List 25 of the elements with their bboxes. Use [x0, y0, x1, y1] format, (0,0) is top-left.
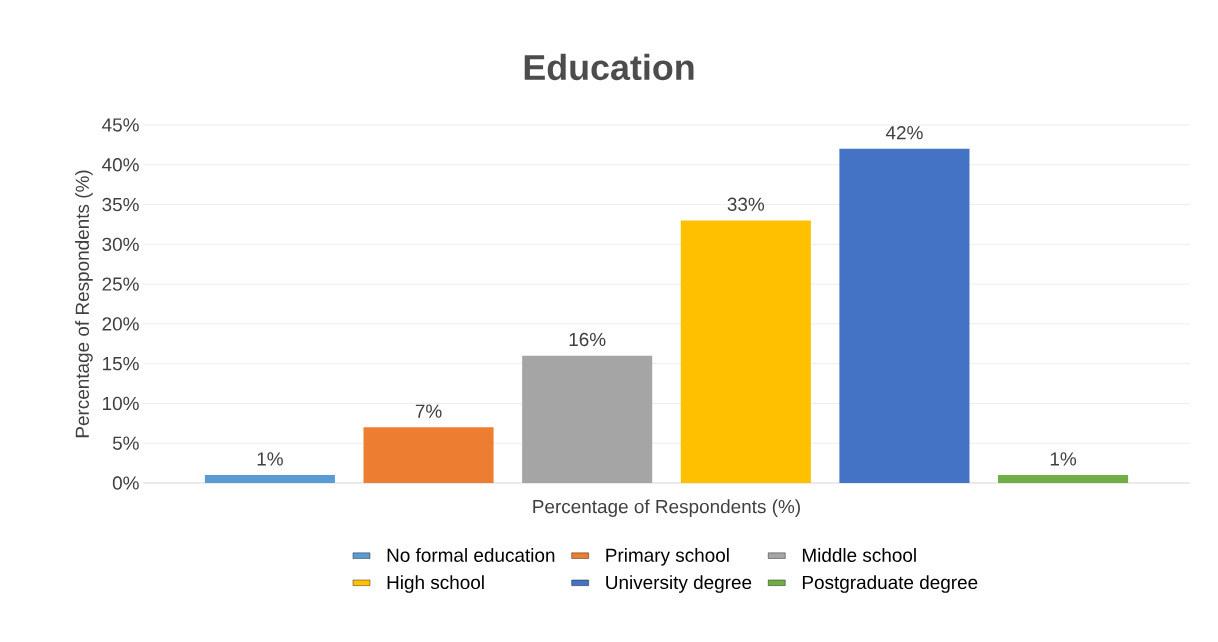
legend-label: No formal education: [387, 548, 555, 562]
y-tick-label: 40%: [102, 158, 139, 172]
legend-label: Primary school: [606, 548, 729, 566]
legend-label: Middle school: [802, 548, 916, 562]
y-tick-label: 0%: [112, 476, 139, 490]
x-axis-title: Percentage of Respondents (%): [533, 499, 800, 517]
y-tick-label: 35%: [102, 197, 139, 212]
y-tick-label: 10%: [103, 396, 139, 411]
data-label: 1%: [1050, 452, 1077, 466]
data-label: 7%: [415, 404, 442, 418]
legend-label: University degree: [606, 575, 752, 593]
y-tick-label: 45%: [102, 118, 139, 132]
y-tick-label: 25%: [102, 277, 139, 291]
y-tick-label: 20%: [102, 317, 139, 331]
y-axis-title: Percentage of Respondents (%): [75, 170, 93, 438]
y-tick-label: 30%: [102, 237, 139, 252]
data-label: 42%: [885, 126, 923, 140]
data-label: 1%: [257, 452, 283, 466]
legend-label: Postgraduate degree: [802, 575, 978, 593]
data-label: 33%: [727, 197, 765, 211]
chart-title: Education: [524, 53, 694, 81]
data-label: 16%: [569, 332, 606, 347]
legend-label: High school: [387, 575, 484, 593]
y-tick-label: 15%: [103, 357, 139, 371]
y-tick-label: 5%: [112, 436, 139, 450]
